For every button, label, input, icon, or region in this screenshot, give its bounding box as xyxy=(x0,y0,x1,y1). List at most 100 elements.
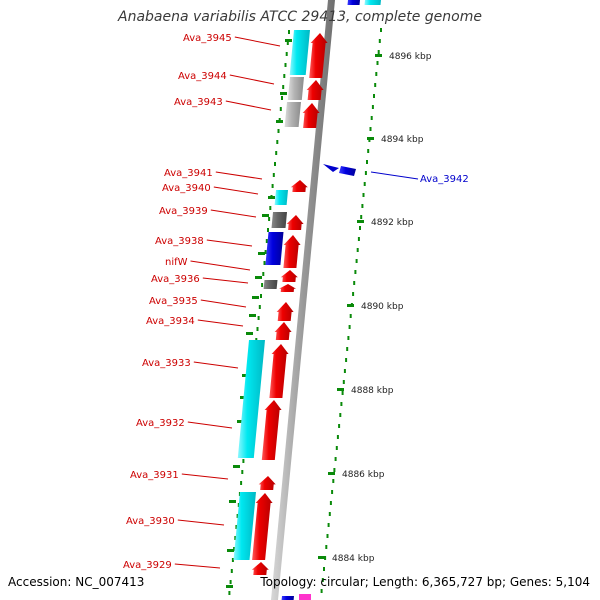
gene-arrow xyxy=(286,215,304,230)
label-leader xyxy=(206,239,253,247)
label-leader xyxy=(187,421,233,429)
gene-label: Ava_3941 xyxy=(164,168,213,179)
gene-arrow xyxy=(290,180,308,192)
guide-dot xyxy=(241,470,244,474)
scale-tick-mark xyxy=(328,472,335,475)
gene-block xyxy=(263,280,278,289)
guide-dot xyxy=(268,217,271,221)
gene-arrow xyxy=(276,302,294,321)
guide-dot xyxy=(321,578,324,582)
guide-dot xyxy=(258,305,261,309)
label-leader xyxy=(229,74,275,85)
guide-dot xyxy=(340,402,343,406)
gene-arrow xyxy=(251,562,269,575)
guide-dot xyxy=(235,525,238,529)
gene-label: Ava_3939 xyxy=(159,206,208,217)
gene-label: Ava_3943 xyxy=(174,97,223,108)
gene-tick-mark xyxy=(237,420,244,423)
gene-tick-mark xyxy=(262,214,269,217)
gene-label: Ava_3932 xyxy=(136,418,185,429)
label-leader xyxy=(210,209,257,218)
gene-arrow xyxy=(258,476,276,490)
guide-dot xyxy=(360,215,363,219)
guide-dot xyxy=(334,457,337,461)
guide-dot xyxy=(359,226,361,230)
guide-dot xyxy=(326,534,329,538)
guide-dot xyxy=(369,127,372,131)
guide-dot xyxy=(262,272,265,276)
guide-dot xyxy=(234,536,237,540)
guide-dot xyxy=(349,314,352,318)
guide-dot xyxy=(373,94,375,98)
gene-tick-mark xyxy=(249,314,256,317)
guide-dot xyxy=(377,50,380,54)
guide-dot xyxy=(286,41,289,45)
guide-dot xyxy=(285,52,288,56)
guide-dot xyxy=(320,589,323,593)
gene-tick-mark xyxy=(226,585,233,588)
guide-dot xyxy=(261,283,264,287)
gene-label: Ava_3944 xyxy=(178,71,227,82)
genome-backbone xyxy=(271,0,335,600)
label-leader xyxy=(197,319,244,327)
guide-dot xyxy=(279,107,282,111)
scale-guide-line xyxy=(320,28,382,593)
gene-label: Ava_3940 xyxy=(162,183,211,194)
guide-dot xyxy=(228,591,231,595)
scale-tick-mark xyxy=(357,220,364,223)
scale-tick-mark xyxy=(375,54,382,57)
gene-label: Ava_3942 xyxy=(420,174,469,185)
gene-tick-mark xyxy=(246,332,253,335)
gene-block xyxy=(281,596,294,600)
gene-arrow xyxy=(280,270,298,282)
guide-dot xyxy=(230,569,233,573)
guide-dot xyxy=(336,435,339,439)
guide-dot xyxy=(354,270,357,274)
gene-tick-mark xyxy=(233,465,240,468)
label-leader xyxy=(200,299,247,308)
guide-dot xyxy=(276,140,279,144)
guide-dot xyxy=(281,96,283,100)
guide-dot xyxy=(288,30,290,34)
label-leader xyxy=(225,100,272,111)
guide-dot xyxy=(282,85,285,89)
gene-arrow xyxy=(302,103,320,128)
gene-tick-mark xyxy=(280,92,287,95)
gene-block xyxy=(233,492,256,560)
scale-tick-label: 4896 kbp xyxy=(389,52,432,62)
guide-dot xyxy=(284,63,287,67)
guide-dot xyxy=(260,294,262,298)
gene-tick-mark xyxy=(240,396,247,399)
guide-dot xyxy=(341,391,344,395)
guide-dot xyxy=(353,281,356,285)
scale-tick-mark xyxy=(347,304,354,307)
guide-dot xyxy=(371,105,374,109)
gene-tick-mark xyxy=(242,374,249,377)
label-leader xyxy=(190,260,251,271)
label-leader xyxy=(193,361,239,369)
guide-dot xyxy=(328,512,331,516)
scale-tick-mark xyxy=(318,556,325,559)
gene-label: Ava_3934 xyxy=(146,316,195,327)
guide-dot xyxy=(264,250,267,254)
scale-tick-label: 4894 kbp xyxy=(381,135,424,145)
guide-dot xyxy=(361,204,364,208)
guide-dot xyxy=(269,206,272,210)
guide-dot xyxy=(333,468,336,472)
guide-dot xyxy=(364,171,367,175)
label-leader xyxy=(370,171,419,180)
gene-block xyxy=(274,190,288,205)
gene-tick-mark xyxy=(227,549,234,552)
guide-dot xyxy=(283,74,286,78)
guide-dot xyxy=(380,28,382,32)
guide-dot xyxy=(242,459,245,463)
gene-label: Ava_3938 xyxy=(155,236,204,247)
guide-dot xyxy=(376,61,379,65)
guide-dot xyxy=(323,567,325,571)
guide-dot xyxy=(256,327,259,331)
guide-dot xyxy=(231,558,234,562)
guide-dot xyxy=(332,479,335,483)
gene-block xyxy=(289,30,310,75)
guide-dot xyxy=(374,83,377,87)
